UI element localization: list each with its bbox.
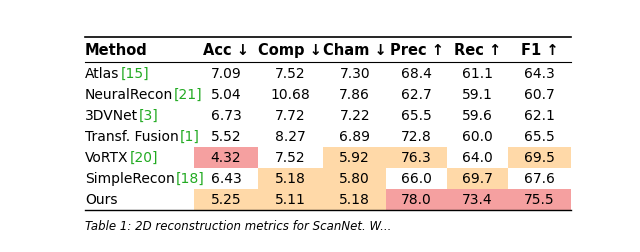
Text: 60.0: 60.0 xyxy=(462,130,493,144)
Text: 8.27: 8.27 xyxy=(275,130,306,144)
Text: 6.89: 6.89 xyxy=(339,130,370,144)
Text: Atlas: Atlas xyxy=(85,67,119,81)
Text: 67.6: 67.6 xyxy=(524,172,555,185)
Text: 5.18: 5.18 xyxy=(339,193,370,206)
Text: 6.73: 6.73 xyxy=(211,109,241,122)
Text: Acc ↓: Acc ↓ xyxy=(203,43,249,58)
Text: 5.18: 5.18 xyxy=(275,172,306,185)
Text: 7.52: 7.52 xyxy=(275,150,306,165)
Text: 72.8: 72.8 xyxy=(401,130,432,144)
Text: 3DVNet: 3DVNet xyxy=(85,109,138,122)
Text: 68.4: 68.4 xyxy=(401,67,432,81)
Text: 73.4: 73.4 xyxy=(462,193,493,206)
Text: [20]: [20] xyxy=(129,150,158,165)
Text: VoRTX: VoRTX xyxy=(85,150,129,165)
Text: 5.52: 5.52 xyxy=(211,130,241,144)
Text: 75.5: 75.5 xyxy=(524,193,555,206)
Text: 7.30: 7.30 xyxy=(339,67,370,81)
Text: 62.7: 62.7 xyxy=(401,88,432,102)
Text: 4.32: 4.32 xyxy=(211,150,241,165)
Text: 5.92: 5.92 xyxy=(339,150,370,165)
Text: 76.3: 76.3 xyxy=(401,150,432,165)
Text: NeuralRecon: NeuralRecon xyxy=(85,88,173,102)
Text: [21]: [21] xyxy=(174,88,203,102)
Text: [15]: [15] xyxy=(120,67,149,81)
Text: F1 ↑: F1 ↑ xyxy=(520,43,558,58)
Text: 7.86: 7.86 xyxy=(339,88,370,102)
Text: 6.43: 6.43 xyxy=(211,172,241,185)
Text: 59.6: 59.6 xyxy=(462,109,493,122)
Text: 65.5: 65.5 xyxy=(401,109,432,122)
Text: 61.1: 61.1 xyxy=(462,67,493,81)
Text: 5.25: 5.25 xyxy=(211,193,241,206)
Text: 64.3: 64.3 xyxy=(524,67,555,81)
Text: 78.0: 78.0 xyxy=(401,193,432,206)
Text: 65.5: 65.5 xyxy=(524,130,555,144)
Text: 7.72: 7.72 xyxy=(275,109,306,122)
Text: Prec ↑: Prec ↑ xyxy=(390,43,444,58)
Text: 5.80: 5.80 xyxy=(339,172,370,185)
Text: Ours: Ours xyxy=(85,193,118,206)
Text: 7.22: 7.22 xyxy=(339,109,370,122)
Text: 7.52: 7.52 xyxy=(275,67,306,81)
Text: Cham ↓: Cham ↓ xyxy=(323,43,387,58)
Text: 60.7: 60.7 xyxy=(524,88,555,102)
Text: 62.1: 62.1 xyxy=(524,109,555,122)
Text: 5.04: 5.04 xyxy=(211,88,241,102)
Text: 69.7: 69.7 xyxy=(462,172,493,185)
Text: 69.5: 69.5 xyxy=(524,150,555,165)
Text: 7.09: 7.09 xyxy=(211,67,241,81)
Text: Transf. Fusion: Transf. Fusion xyxy=(85,130,179,144)
Text: [3]: [3] xyxy=(139,109,159,122)
Text: Comp ↓: Comp ↓ xyxy=(259,43,323,58)
Text: 10.68: 10.68 xyxy=(271,88,310,102)
Text: 64.0: 64.0 xyxy=(462,150,493,165)
Text: 66.0: 66.0 xyxy=(401,172,432,185)
Text: Method: Method xyxy=(85,43,148,58)
Text: 59.1: 59.1 xyxy=(462,88,493,102)
Text: [1]: [1] xyxy=(180,130,200,144)
Text: Rec ↑: Rec ↑ xyxy=(454,43,501,58)
Text: [18]: [18] xyxy=(176,172,204,185)
Text: Table 1: 2D reconstruction metrics for ScanNet. W...: Table 1: 2D reconstruction metrics for S… xyxy=(85,220,391,233)
Text: 5.11: 5.11 xyxy=(275,193,306,206)
Text: SimpleRecon: SimpleRecon xyxy=(85,172,175,185)
